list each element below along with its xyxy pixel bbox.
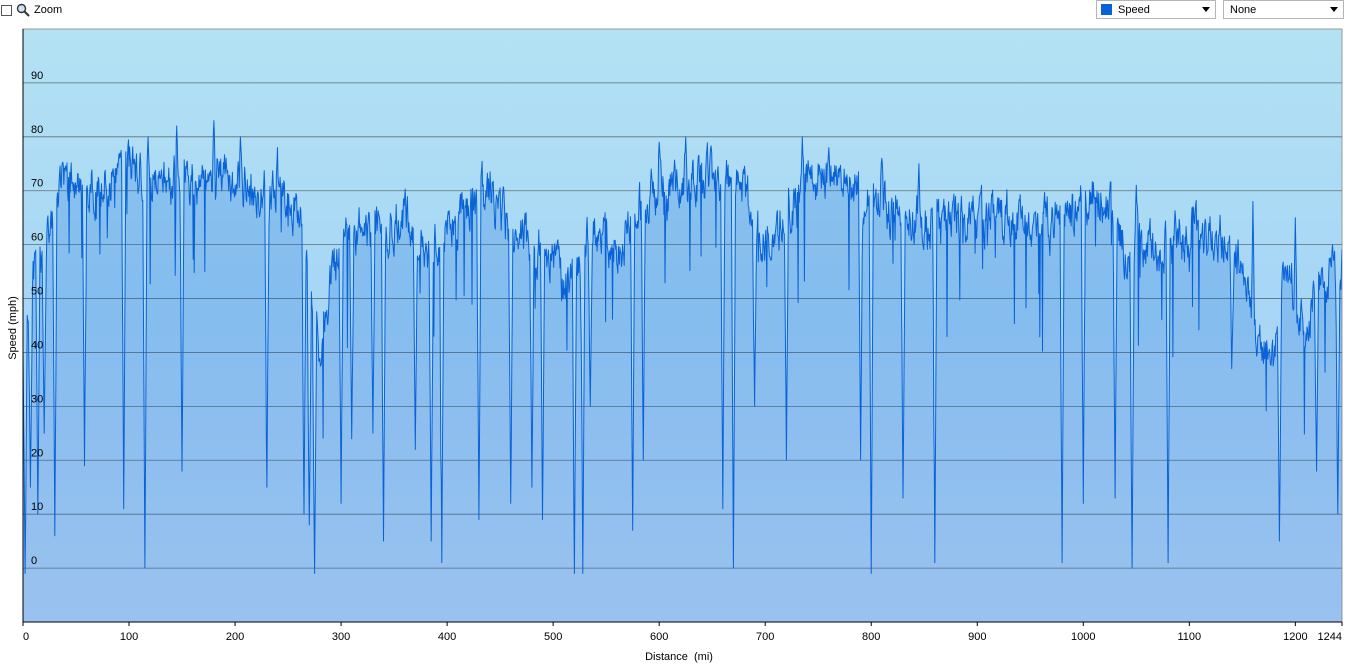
x-tick-label: 1200 bbox=[1283, 631, 1307, 643]
x-tick-label: 0 bbox=[23, 631, 29, 643]
plot-background bbox=[22, 28, 1343, 623]
x-tick-label: 800 bbox=[862, 631, 880, 643]
y-axis-title: Speed (mph) bbox=[7, 296, 19, 360]
x-tick-label: 200 bbox=[226, 631, 244, 643]
x-tick-label: 500 bbox=[544, 631, 562, 643]
y-tick-label: 50 bbox=[31, 286, 43, 298]
series-color-swatch bbox=[1101, 4, 1112, 15]
zoom-control[interactable]: Zoom bbox=[0, 2, 62, 18]
x-tick-label: 1000 bbox=[1071, 631, 1095, 643]
x-axis-title: Distance (mi) bbox=[645, 651, 713, 663]
chevron-down-icon bbox=[1330, 7, 1338, 12]
x-axis: 0 100 200 300 400 500 600 700 800 900 1000 1100 1200… bbox=[22, 622, 1343, 643]
x-tick-label: 1244 bbox=[1318, 631, 1342, 643]
x-tick-label: 400 bbox=[438, 631, 456, 643]
y-tick-label: 90 bbox=[31, 70, 43, 82]
x-tick-label: 700 bbox=[756, 631, 774, 643]
magnifier-icon bbox=[16, 3, 30, 17]
y-tick-label: 40 bbox=[31, 339, 43, 351]
zoom-checkbox[interactable] bbox=[1, 4, 12, 16]
speed-series-line bbox=[23, 120, 1342, 574]
x-tick-label: 300 bbox=[332, 631, 350, 643]
x-tick-label: 600 bbox=[650, 631, 668, 643]
chart-toolbar: Zoom Speed None bbox=[0, 0, 1348, 22]
y-tick-label: 70 bbox=[31, 178, 43, 190]
y-tick-label: 30 bbox=[31, 393, 43, 405]
zoom-label: Zoom bbox=[34, 4, 63, 16]
x-tick-label: 1100 bbox=[1177, 631, 1201, 643]
metric-select-value: Speed bbox=[1118, 3, 1150, 16]
x-tick-label: 100 bbox=[120, 631, 138, 643]
chevron-down-icon bbox=[1202, 7, 1210, 12]
speed-series-area bbox=[23, 120, 1342, 622]
y-tick-label: 80 bbox=[31, 124, 43, 136]
secondary-select-value: None bbox=[1230, 3, 1257, 16]
y-tick-label: 60 bbox=[31, 232, 43, 244]
y-tick-label: 10 bbox=[31, 501, 43, 513]
y-tick-label: 20 bbox=[31, 447, 43, 459]
y-tick-label: 0 bbox=[31, 555, 37, 567]
x-tick-label: 900 bbox=[968, 631, 986, 643]
y-axis: 0 10 20 30 40 50 60 70 80 90 bbox=[31, 70, 43, 567]
secondary-metric-select[interactable]: None bbox=[1223, 0, 1344, 19]
metric-select[interactable]: Speed bbox=[1096, 0, 1216, 19]
